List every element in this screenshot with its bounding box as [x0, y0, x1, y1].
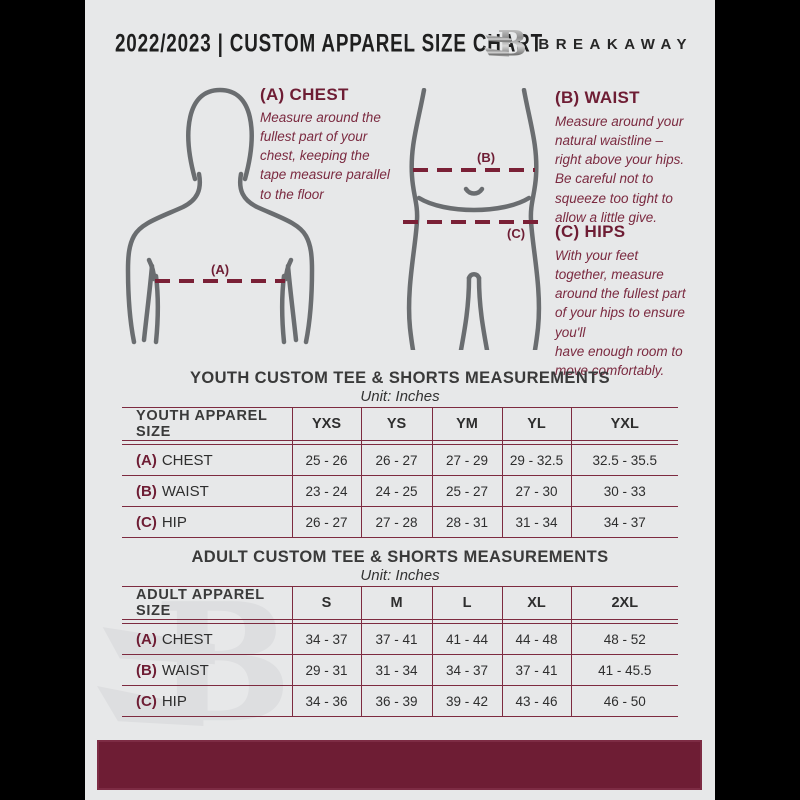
row-prefix: (A) [136, 630, 157, 648]
row-prefix: (B) [136, 482, 157, 500]
table-cell: 41 - 45.5 [570, 654, 678, 686]
youth-table-unit: Unit: Inches [360, 388, 440, 405]
table-cell: 25 - 26 [291, 444, 361, 476]
table-cell: 37 - 41 [360, 623, 432, 655]
footer-bar [97, 740, 702, 790]
size-header-yxl: YXL [570, 407, 678, 441]
table-cell: 34 - 37 [570, 506, 678, 538]
hips-heading: (C) HIPS [555, 222, 626, 241]
youth-table-title: YOUTH CUSTOM TEE & SHORTS MEASUREMENTS [189, 369, 611, 387]
size-header-m: M [360, 586, 432, 620]
size-header-yl: YL [501, 407, 571, 441]
row-prefix: (C) [136, 692, 157, 710]
table-cell: 32.5 - 35.5 [570, 444, 678, 476]
youth-size-table: YOUTH APPAREL SIZE YXS YS YM YL YXL (A) C… [122, 407, 678, 538]
row-label: (A) CHEST [122, 444, 292, 476]
size-header-ym: YM [431, 407, 502, 441]
row-measure: WAIST [161, 661, 209, 679]
table-row-waist: (B) WAIST 29 - 31 31 - 34 34 - 37 37 - 41… [122, 654, 678, 686]
table-cell: 26 - 27 [360, 444, 432, 476]
table-header-row: ADULT APPAREL SIZE S M L XL 2XL [122, 586, 678, 620]
size-header-xl: XL [501, 586, 571, 620]
size-header-l: L [431, 586, 502, 620]
row-label: (B) WAIST [122, 475, 292, 507]
size-header-s: S [291, 586, 361, 620]
table-cell: 24 - 25 [360, 475, 432, 507]
waist-marker-label: (B) [477, 150, 495, 165]
table-cell: 46 - 50 [570, 685, 678, 717]
size-header-yxs: YXS [291, 407, 361, 441]
breakaway-b-logo-icon: B [484, 22, 530, 67]
waist-instructions: Measure around your natural waistline – … [555, 114, 685, 225]
svg-text:B: B [498, 23, 528, 62]
youth-size-column-header: YOUTH APPAREL SIZE [122, 407, 292, 441]
hips-instructions: With your feet together, measure around … [555, 248, 686, 378]
upper-torso-figure: (A) [125, 87, 315, 345]
table-header-row: YOUTH APPAREL SIZE YXS YS YM YL YXL [122, 407, 678, 441]
table-cell: 48 - 52 [570, 623, 678, 655]
table-cell: 31 - 34 [360, 654, 432, 686]
table-cell: 34 - 37 [431, 654, 502, 686]
row-label: (B) WAIST [122, 654, 292, 686]
row-prefix: (A) [136, 451, 157, 469]
table-cell: 26 - 27 [291, 506, 361, 538]
table-cell: 34 - 37 [291, 623, 361, 655]
table-row-hip: (C) HIP 34 - 36 36 - 39 39 - 42 43 - 46 4… [122, 685, 678, 717]
table-cell: 23 - 24 [291, 475, 361, 507]
table-cell: 29 - 31 [291, 654, 361, 686]
table-row-chest: (A) CHEST 25 - 26 26 - 27 27 - 29 29 - 32… [122, 444, 678, 476]
hip-marker-label: (C) [507, 226, 525, 241]
table-row-chest: (A) CHEST 34 - 37 37 - 41 41 - 44 44 - 48… [122, 623, 678, 655]
row-label: (C) HIP [122, 685, 292, 717]
row-prefix: (C) [136, 513, 157, 531]
size-chart-document: 2022/2023 | CUSTOM APPAREL SIZE CHART [85, 0, 715, 800]
brand-name: BREAKAWAY [538, 36, 693, 53]
size-header-2xl: 2XL [570, 586, 678, 620]
table-cell: 27 - 29 [431, 444, 502, 476]
adult-size-column-header: ADULT APPAREL SIZE [122, 586, 292, 620]
waist-heading: (B) WAIST [555, 88, 640, 107]
row-label: (C) HIP [122, 506, 292, 538]
row-measure: HIP [161, 513, 187, 531]
table-cell: 27 - 28 [360, 506, 432, 538]
table-cell: 36 - 39 [360, 685, 432, 717]
table-cell: 30 - 33 [570, 475, 678, 507]
adult-table-title: ADULT CUSTOM TEE & SHORTS MEASUREMENTS [191, 548, 609, 566]
table-cell: 28 - 31 [431, 506, 502, 538]
table-cell: 43 - 46 [501, 685, 571, 717]
lower-torso-figure: (B) (C) [403, 88, 545, 350]
document-header: 2022/2023 | CUSTOM APPAREL SIZE CHART [85, 22, 715, 64]
row-measure: WAIST [161, 482, 209, 500]
table-cell: 27 - 30 [501, 475, 571, 507]
table-row-waist: (B) WAIST 23 - 24 24 - 25 25 - 27 27 - 30… [122, 475, 678, 507]
page-title: 2022/2023 | CUSTOM APPAREL SIZE CHART [115, 28, 543, 57]
table-cell: 25 - 27 [431, 475, 502, 507]
table-row-hip: (C) HIP 26 - 27 27 - 28 28 - 31 31 - 34 3… [122, 506, 678, 538]
table-cell: 34 - 36 [291, 685, 361, 717]
header-gap-row [122, 619, 678, 624]
chest-marker-label: (A) [211, 262, 229, 277]
header-gap-row [122, 440, 678, 445]
size-header-ys: YS [360, 407, 432, 441]
adult-size-table: ADULT APPAREL SIZE S M L XL 2XL (A) CHEST… [122, 586, 678, 717]
adult-table-unit: Unit: Inches [360, 567, 440, 584]
table-cell: 31 - 34 [501, 506, 571, 538]
table-cell: 37 - 41 [501, 654, 571, 686]
chest-heading: (A) CHEST [260, 85, 349, 104]
row-prefix: (B) [136, 661, 157, 679]
measurement-guide: (A) (A) CHEST Measure around the fullest… [85, 80, 715, 378]
table-cell: 44 - 48 [501, 623, 571, 655]
row-label: (A) CHEST [122, 623, 292, 655]
row-measure: HIP [161, 692, 187, 710]
table-cell: 41 - 44 [431, 623, 502, 655]
row-measure: CHEST [161, 451, 213, 469]
table-cell: 29 - 32.5 [501, 444, 571, 476]
row-measure: CHEST [161, 630, 213, 648]
chest-instructions: Measure around the fullest part of your … [260, 110, 390, 202]
table-cell: 39 - 42 [431, 685, 502, 717]
brand-lockup: B BREAKAWAY [484, 22, 693, 67]
